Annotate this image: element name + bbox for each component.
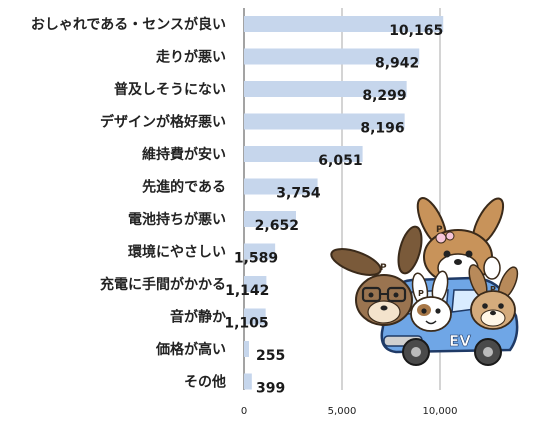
x-tick-label: 0 bbox=[241, 406, 247, 417]
badge-letter: P bbox=[418, 289, 424, 298]
category-labels: おしゃれである・センスが良い走りが悪い普及しそうにないデザインが格好悪い維持費が… bbox=[31, 16, 226, 391]
bar bbox=[244, 48, 420, 65]
badge-letter: P bbox=[380, 263, 387, 273]
category-label: 先進的である bbox=[142, 179, 226, 196]
value-label: 8,299 bbox=[362, 88, 406, 104]
value-label: 8,942 bbox=[375, 56, 419, 72]
value-label: 399 bbox=[256, 381, 285, 397]
category-label: その他 bbox=[184, 374, 226, 391]
badge-letter: P bbox=[490, 285, 496, 294]
value-label: 1,589 bbox=[234, 251, 278, 267]
value-label: 1,105 bbox=[224, 316, 268, 332]
value-label: 2,652 bbox=[255, 218, 299, 234]
bar bbox=[244, 146, 363, 162]
value-label: 8,196 bbox=[360, 121, 404, 137]
category-label: 環境にやさしい bbox=[128, 244, 226, 261]
category-label: デザインが格好悪い bbox=[100, 114, 226, 131]
value-label: 6,051 bbox=[318, 153, 362, 169]
bar bbox=[244, 81, 407, 97]
category-label: 電池持ちが悪い bbox=[128, 211, 226, 228]
bar bbox=[244, 308, 266, 325]
value-label: 10,165 bbox=[389, 23, 443, 39]
bar bbox=[244, 211, 296, 227]
cartoon-rabbits-in-ev-car-icon: P P P P EV bbox=[330, 197, 519, 366]
bar bbox=[244, 243, 276, 260]
value-label: 1,142 bbox=[225, 283, 269, 299]
value-label: 3,754 bbox=[276, 186, 321, 202]
bar bbox=[244, 373, 252, 390]
category-label: 価格が高い bbox=[155, 341, 226, 358]
category-label: 維持費が安い bbox=[142, 146, 226, 163]
x-tick-label: 5,000 bbox=[328, 406, 357, 417]
category-label: おしゃれである・センスが良い bbox=[31, 16, 226, 33]
category-label: 走りが悪い bbox=[156, 49, 226, 66]
category-label: 音が静か bbox=[170, 309, 226, 326]
bar bbox=[244, 276, 267, 292]
bar bbox=[244, 341, 249, 357]
x-tick-label: 10,000 bbox=[423, 406, 458, 417]
bar bbox=[244, 113, 405, 130]
bar bbox=[244, 178, 318, 195]
ev-label: EV bbox=[449, 332, 471, 350]
category-label: 普及しそうにない bbox=[114, 81, 226, 98]
value-label: 255 bbox=[256, 348, 285, 364]
x-axis-ticks: 0 5,000 10,000 bbox=[241, 406, 458, 417]
bar bbox=[244, 16, 444, 32]
category-label: 充電に手間がかかる bbox=[100, 276, 226, 293]
badge-letter: P bbox=[436, 225, 443, 235]
bar-layer: 10,165 8,942 8,299 8,196 6,051 3,754 2,652 1,58… bbox=[224, 16, 444, 397]
